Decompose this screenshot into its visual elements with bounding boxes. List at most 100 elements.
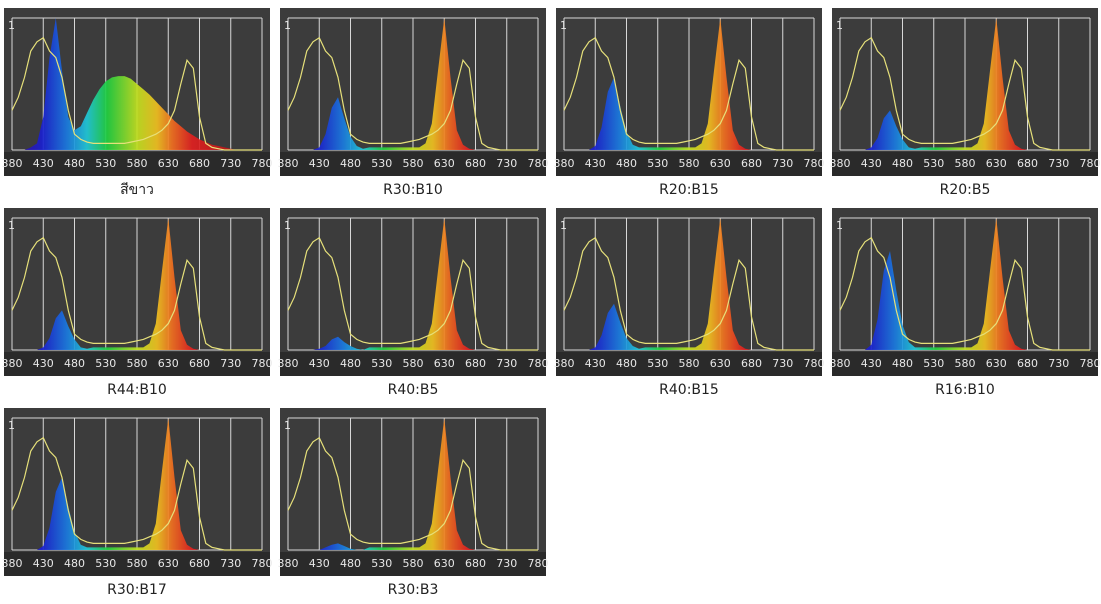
- x-tick-label: 530: [371, 557, 392, 570]
- absorption-line: [839, 236, 1090, 351]
- x-tick-label: 580: [403, 357, 424, 370]
- y-tick-label: 1: [836, 19, 843, 32]
- y-tick-label: 1: [8, 219, 15, 232]
- y-tick-label: 1: [8, 419, 15, 432]
- x-tick-label: 430: [861, 157, 882, 170]
- chart-title: R40:B5: [388, 382, 439, 398]
- x-tick-label: 380: [554, 157, 575, 170]
- x-tick-label: 630: [158, 157, 179, 170]
- absorption-line: [563, 36, 814, 151]
- x-tick-label: 780: [528, 557, 549, 570]
- x-tick-label: 480: [892, 157, 913, 170]
- spectrum-area: [564, 18, 814, 150]
- x-tick-label: 380: [278, 157, 299, 170]
- x-tick-label: 480: [340, 357, 361, 370]
- chart-title: R30:B3: [388, 582, 439, 598]
- x-tick-label: 430: [585, 357, 606, 370]
- x-tick-label: 730: [1048, 157, 1069, 170]
- absorption-line: [287, 236, 538, 351]
- absorption-line: [11, 436, 262, 551]
- x-tick-label: 480: [64, 557, 85, 570]
- x-tick-label: 480: [616, 157, 637, 170]
- x-tick-label: 430: [309, 557, 330, 570]
- axis-strip: [280, 352, 546, 376]
- x-tick-label: 680: [189, 357, 210, 370]
- x-tick-label: 380: [830, 157, 851, 170]
- x-tick-label: 380: [278, 557, 299, 570]
- x-tick-label: 530: [95, 357, 116, 370]
- spectrum-chart: 380 430 480 530 580 630 680 730 780 1 R20:B15: [554, 8, 825, 198]
- x-tick-label: 580: [127, 157, 148, 170]
- x-tick-label: 530: [647, 357, 668, 370]
- x-tick-label: 480: [64, 357, 85, 370]
- axis-strip: [556, 352, 822, 376]
- x-tick-label: 630: [710, 357, 731, 370]
- absorption-line: [287, 436, 538, 551]
- x-tick-label: 680: [465, 157, 486, 170]
- x-tick-label: 780: [252, 157, 273, 170]
- x-tick-label: 430: [33, 557, 54, 570]
- x-tick-label: 380: [2, 357, 23, 370]
- x-tick-label: 580: [955, 357, 976, 370]
- spectrum-area: [12, 18, 262, 150]
- x-tick-label: 580: [127, 557, 148, 570]
- x-tick-label: 730: [496, 157, 517, 170]
- spectrum-area: [840, 218, 1090, 350]
- spectrum-chart: 380 430 480 530 580 630 680 730 780 1 R44:B10: [2, 208, 273, 398]
- chart-title: R20:B15: [659, 182, 719, 198]
- x-tick-label: 780: [1080, 157, 1101, 170]
- x-tick-label: 680: [741, 357, 762, 370]
- absorption-line: [287, 36, 538, 151]
- x-tick-label: 380: [2, 157, 23, 170]
- chart-title: สีขาว: [120, 182, 154, 198]
- axis-strip: [4, 352, 270, 376]
- x-tick-label: 780: [804, 157, 825, 170]
- x-tick-label: 630: [434, 357, 455, 370]
- y-tick-label: 1: [284, 419, 291, 432]
- x-tick-label: 680: [1017, 357, 1038, 370]
- x-tick-label: 680: [741, 157, 762, 170]
- y-tick-label: 1: [560, 219, 567, 232]
- x-tick-label: 480: [892, 357, 913, 370]
- axis-strip: [4, 152, 270, 176]
- x-tick-label: 530: [371, 357, 392, 370]
- spectrum-chart: 380 430 480 530 580 630 680 730 780 1 R40:B5: [278, 208, 549, 398]
- x-tick-label: 730: [220, 157, 241, 170]
- absorption-line: [11, 36, 262, 151]
- x-tick-label: 380: [2, 557, 23, 570]
- absorption-line: [11, 236, 262, 351]
- y-tick-label: 1: [8, 19, 15, 32]
- x-tick-label: 580: [955, 157, 976, 170]
- spectrum-chart: 380 430 480 530 580 630 680 730 780 1 R30:B17: [2, 408, 273, 598]
- x-tick-label: 630: [158, 357, 179, 370]
- x-tick-label: 530: [371, 157, 392, 170]
- x-tick-label: 780: [1080, 357, 1101, 370]
- x-tick-label: 780: [804, 357, 825, 370]
- x-tick-label: 680: [189, 557, 210, 570]
- x-tick-label: 480: [340, 157, 361, 170]
- x-tick-label: 480: [340, 557, 361, 570]
- x-tick-label: 730: [1048, 357, 1069, 370]
- x-tick-label: 530: [95, 157, 116, 170]
- axis-strip: [4, 552, 270, 576]
- x-tick-label: 430: [309, 357, 330, 370]
- x-tick-label: 630: [434, 557, 455, 570]
- x-tick-label: 430: [309, 157, 330, 170]
- x-tick-label: 780: [252, 357, 273, 370]
- x-tick-label: 680: [465, 357, 486, 370]
- x-tick-label: 580: [679, 157, 700, 170]
- x-tick-label: 630: [710, 157, 731, 170]
- x-tick-label: 480: [64, 157, 85, 170]
- x-tick-label: 730: [496, 357, 517, 370]
- x-tick-label: 730: [772, 357, 793, 370]
- x-tick-label: 680: [465, 557, 486, 570]
- spectrum-chart: 380 430 480 530 580 630 680 730 780 1 R30:B3: [278, 408, 549, 598]
- chart-title: R40:B15: [659, 382, 719, 398]
- x-tick-label: 380: [830, 357, 851, 370]
- x-tick-label: 730: [220, 557, 241, 570]
- axis-strip: [280, 552, 546, 576]
- spectrum-area: [12, 418, 262, 550]
- x-tick-label: 780: [528, 357, 549, 370]
